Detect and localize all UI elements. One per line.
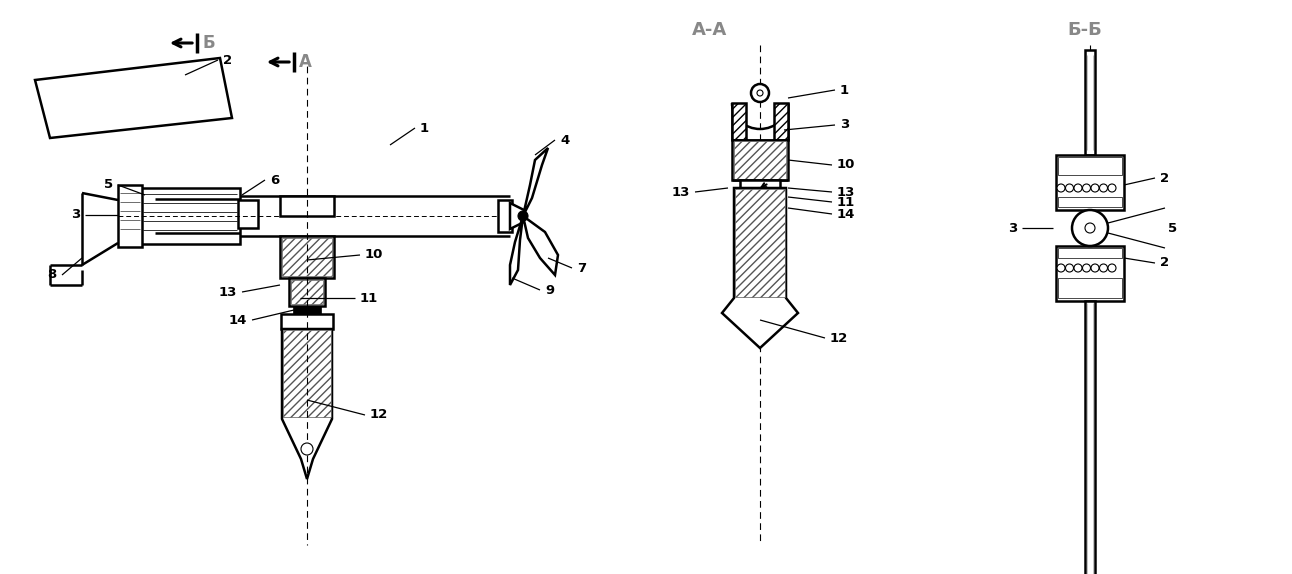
Text: Б: Б	[202, 34, 214, 52]
Text: 9: 9	[545, 284, 554, 297]
Polygon shape	[510, 216, 523, 285]
Text: 4: 4	[559, 134, 570, 146]
Bar	[1058, 248, 1121, 258]
Text: 13: 13	[837, 185, 855, 199]
Polygon shape	[733, 103, 745, 140]
Circle shape	[1109, 184, 1116, 192]
Bar	[280, 236, 335, 278]
Text: 3: 3	[1008, 222, 1017, 235]
Polygon shape	[510, 203, 526, 229]
Circle shape	[1057, 264, 1065, 272]
Circle shape	[1083, 184, 1090, 192]
Circle shape	[1099, 264, 1107, 272]
Text: 11: 11	[837, 196, 855, 208]
Bar	[735, 189, 786, 297]
Text: 10: 10	[366, 249, 384, 262]
Bar	[1056, 246, 1124, 301]
Bar	[1058, 278, 1121, 298]
Bar	[280, 196, 335, 216]
Text: 1: 1	[840, 83, 849, 96]
Text: 12: 12	[370, 409, 389, 421]
Circle shape	[1090, 184, 1099, 192]
Circle shape	[1090, 264, 1099, 272]
Text: 6: 6	[270, 173, 279, 187]
Bar	[291, 280, 323, 304]
Circle shape	[301, 443, 313, 455]
Circle shape	[1074, 184, 1081, 192]
Bar	[140, 188, 240, 244]
Circle shape	[751, 84, 769, 102]
Text: 5: 5	[103, 179, 112, 192]
Bar	[283, 330, 331, 417]
Bar	[497, 200, 512, 232]
Text: 3: 3	[71, 208, 80, 222]
Bar	[238, 200, 258, 228]
Text: 13: 13	[218, 285, 236, 298]
Circle shape	[1074, 264, 1081, 272]
Bar	[282, 238, 332, 276]
Circle shape	[1109, 264, 1116, 272]
Text: 14: 14	[837, 207, 855, 220]
Text: 8: 8	[48, 269, 57, 281]
Polygon shape	[722, 188, 798, 348]
Circle shape	[1066, 184, 1074, 192]
Bar	[1058, 157, 1121, 175]
Circle shape	[757, 90, 764, 96]
Text: 2: 2	[224, 53, 233, 67]
Text: А-А: А-А	[693, 21, 727, 39]
Bar	[733, 140, 788, 180]
Bar	[1058, 197, 1121, 207]
Polygon shape	[523, 148, 548, 216]
Bar	[289, 278, 326, 306]
Polygon shape	[774, 103, 788, 140]
Circle shape	[1099, 184, 1107, 192]
Text: 14: 14	[229, 313, 247, 327]
Text: 7: 7	[578, 262, 587, 274]
Text: 3: 3	[840, 118, 849, 131]
Text: Б-Б: Б-Б	[1067, 21, 1102, 39]
Text: 10: 10	[837, 158, 855, 172]
Text: 5: 5	[1168, 222, 1177, 235]
Bar	[1085, 50, 1096, 155]
Circle shape	[1085, 223, 1096, 233]
Polygon shape	[282, 329, 332, 479]
Polygon shape	[35, 58, 233, 138]
Bar	[118, 185, 142, 247]
Circle shape	[1072, 210, 1109, 246]
Text: 13: 13	[672, 185, 690, 199]
Circle shape	[518, 211, 528, 221]
Bar	[280, 314, 333, 329]
Circle shape	[1057, 184, 1065, 192]
Text: 12: 12	[829, 332, 849, 344]
Text: А: А	[298, 53, 311, 71]
Bar	[740, 180, 780, 188]
Text: 2: 2	[1160, 172, 1169, 184]
Bar	[1056, 155, 1124, 210]
Text: 2: 2	[1160, 257, 1169, 270]
Text: 1: 1	[420, 122, 429, 134]
Bar	[1085, 301, 1096, 574]
Circle shape	[1083, 264, 1090, 272]
Text: 11: 11	[360, 292, 379, 304]
Polygon shape	[523, 216, 558, 275]
Bar	[734, 141, 786, 179]
Bar	[293, 306, 320, 314]
Circle shape	[1066, 264, 1074, 272]
